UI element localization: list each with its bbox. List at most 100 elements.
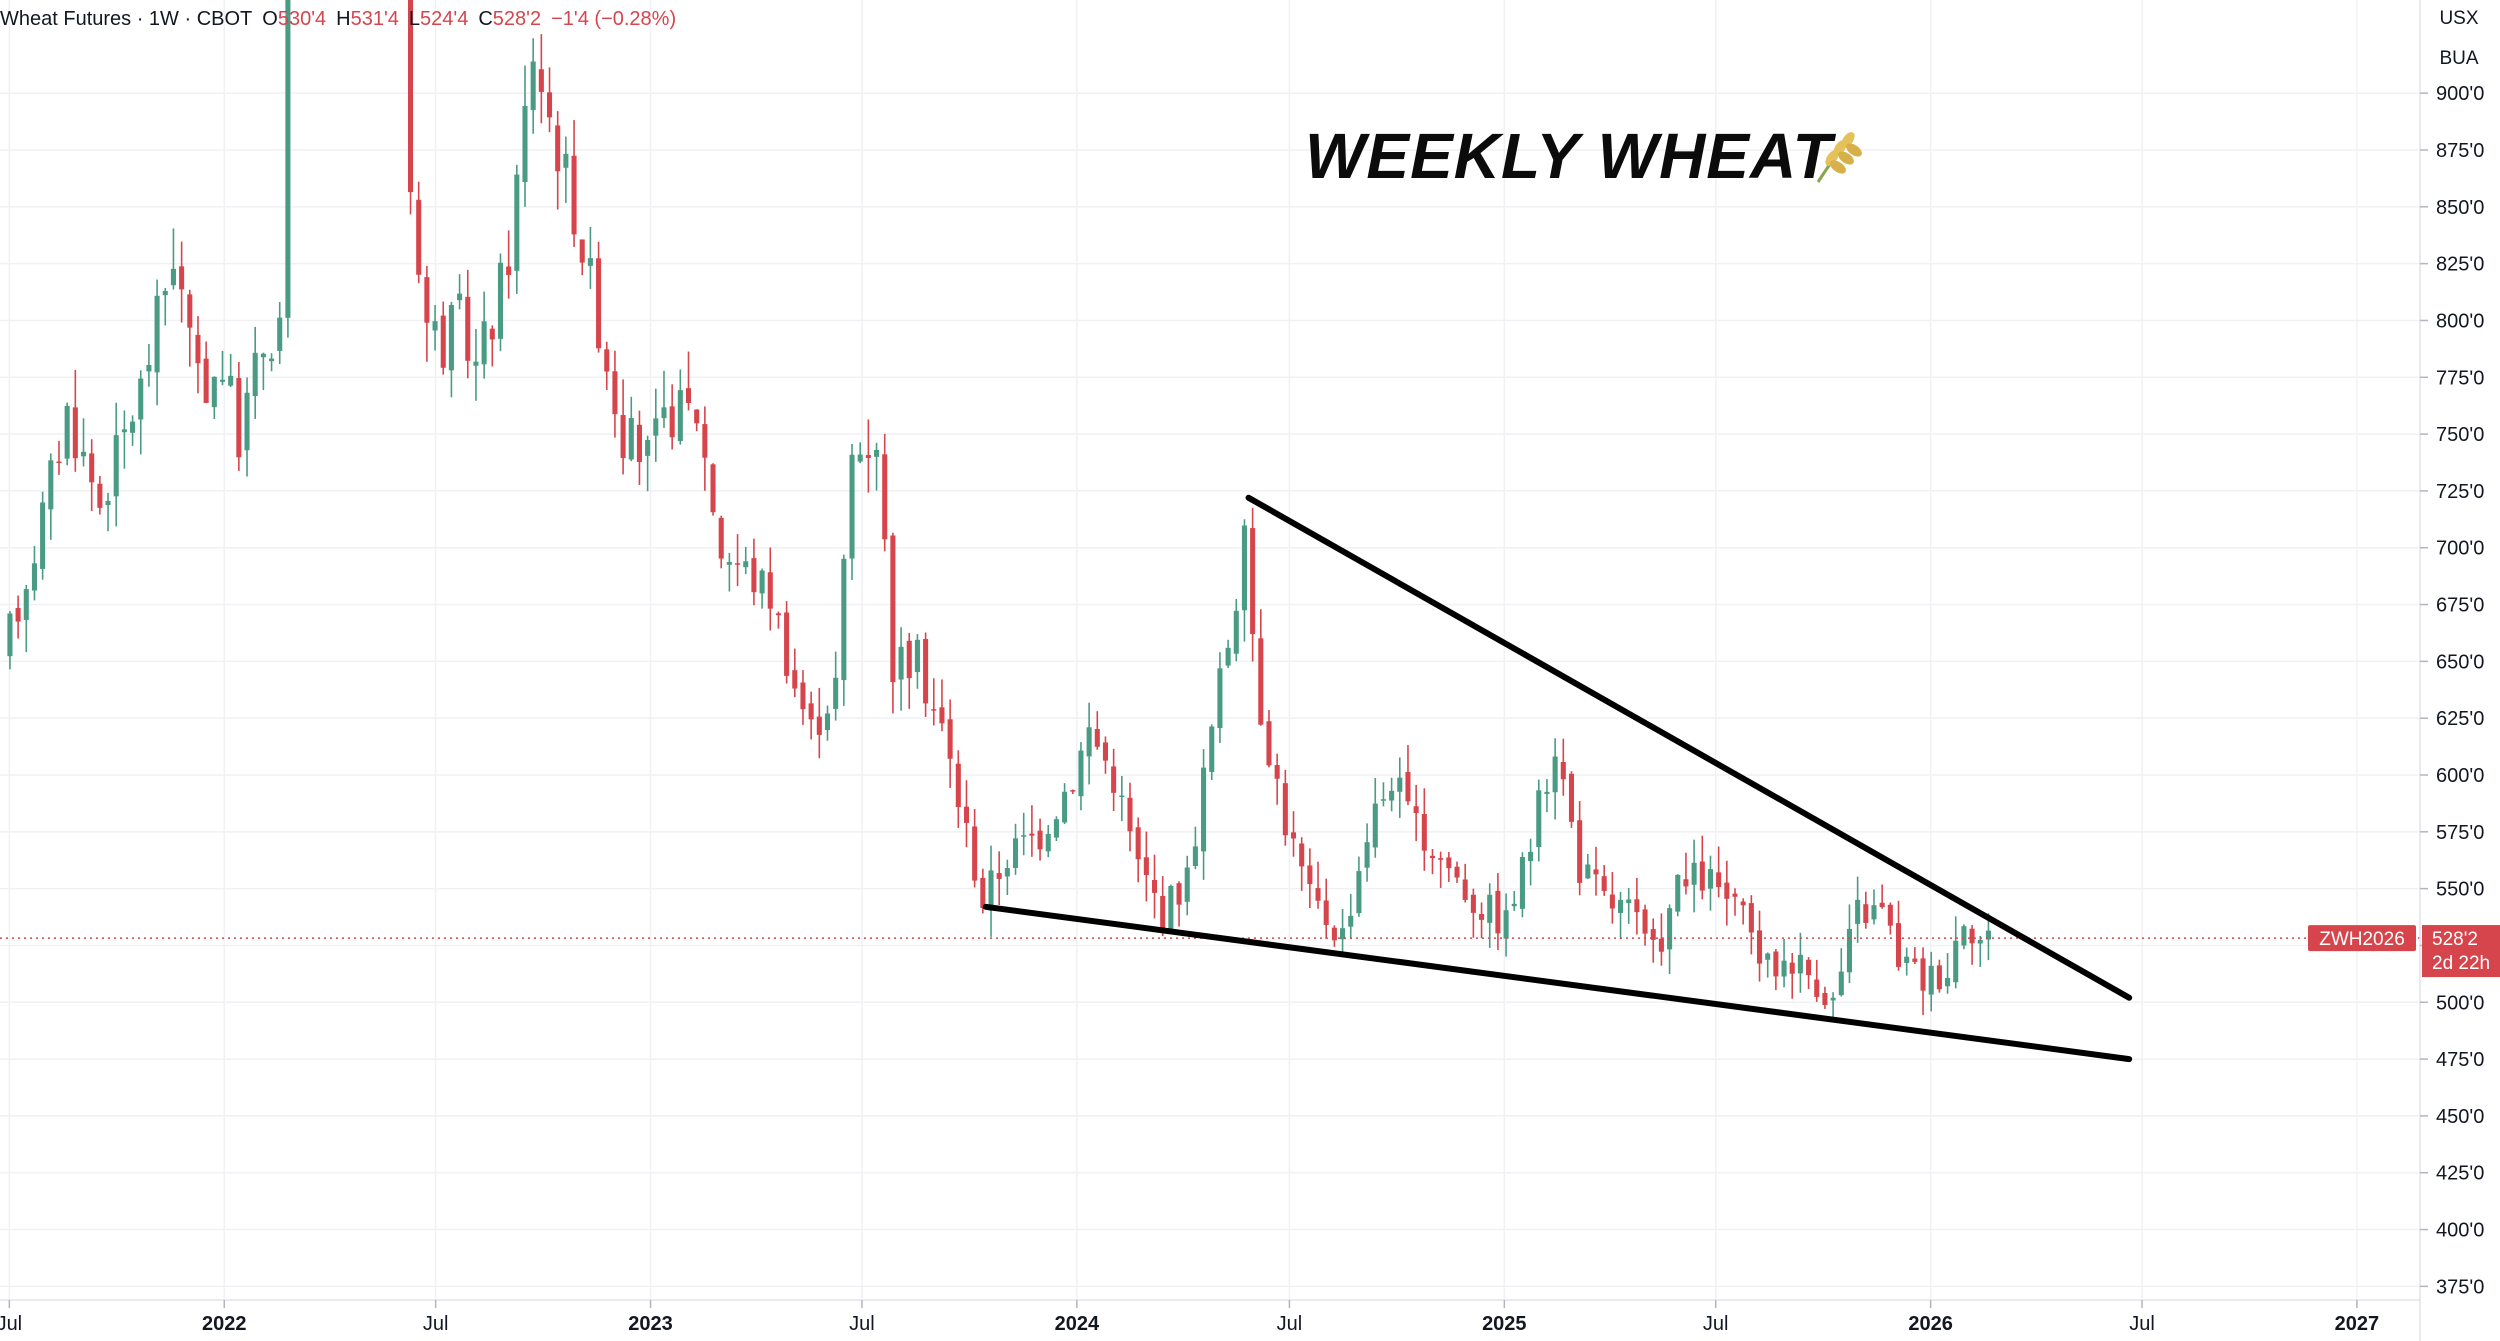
y-tick-label: 875'0 xyxy=(2436,140,2484,162)
candle xyxy=(195,316,201,394)
candle xyxy=(1634,877,1640,935)
candle-body xyxy=(522,106,528,183)
price-scale-buttons: USX BUA xyxy=(2424,2,2494,72)
candle-body xyxy=(555,125,561,172)
candle xyxy=(996,851,1002,905)
candle-body xyxy=(1053,819,1059,838)
candle xyxy=(1789,953,1795,999)
candle xyxy=(170,228,176,290)
candle xyxy=(1568,771,1575,828)
candle xyxy=(718,515,724,569)
candle-body xyxy=(31,563,37,591)
time-axis[interactable]: Jul 2022 Jul 2023 Jul 2024 Jul 2025 Jul 2026 Jul 20… xyxy=(0,1299,2420,1335)
usx-button[interactable] xyxy=(2424,2,2494,34)
candle xyxy=(890,532,896,714)
price-axis[interactable]: 375'0400'0425'0450'0475'0500'0525'0550'0… xyxy=(2419,0,2484,1341)
candle xyxy=(849,443,855,580)
candle-body xyxy=(1585,864,1591,879)
candle-body xyxy=(1806,959,1812,976)
candle-body xyxy=(1282,783,1288,836)
candle xyxy=(179,241,185,323)
trendline-upper[interactable] xyxy=(1245,494,2133,1001)
candle-body xyxy=(947,719,953,759)
candle-body xyxy=(1953,940,1959,983)
candle-body xyxy=(546,92,553,118)
x-tick-label: 2023 xyxy=(628,1313,673,1335)
candle xyxy=(1102,736,1109,774)
candle xyxy=(1895,900,1902,971)
last-price-tag: ZWH2026 528'2 2d 22h xyxy=(2308,925,2500,978)
candle-body xyxy=(1479,914,1485,920)
candle-body xyxy=(1217,668,1223,729)
candle xyxy=(923,632,929,717)
candle xyxy=(702,406,708,491)
candle-body xyxy=(1945,977,1951,987)
chart-grid xyxy=(0,0,2420,1300)
wheat-icon xyxy=(1816,132,1862,183)
y-tick-label: 375'0 xyxy=(2436,1276,2484,1298)
candle-body xyxy=(130,421,136,433)
candle-body xyxy=(1315,888,1321,901)
x-tick-label: Jul xyxy=(2129,1313,2155,1335)
candle xyxy=(931,678,937,726)
candle-body xyxy=(23,589,29,620)
candle-body xyxy=(1609,894,1615,909)
candle-body xyxy=(1977,939,1983,944)
candle-body xyxy=(571,155,577,235)
candle xyxy=(113,402,119,527)
candle xyxy=(1176,881,1182,927)
candle xyxy=(1209,724,1215,780)
candle xyxy=(277,302,283,365)
candle-body xyxy=(64,405,70,459)
candle-body xyxy=(1086,727,1092,757)
candle-body xyxy=(1855,899,1861,924)
candle xyxy=(1462,863,1468,903)
candle xyxy=(40,491,46,580)
candle-body xyxy=(465,296,471,361)
candle xyxy=(1577,801,1583,896)
candle xyxy=(1389,777,1395,812)
candle xyxy=(1282,769,1288,846)
x-tick-label: 2026 xyxy=(1908,1313,1953,1335)
candle-body xyxy=(448,304,454,371)
candle-body xyxy=(1397,777,1403,792)
candle-body xyxy=(1143,857,1149,876)
candle xyxy=(1323,878,1329,939)
candle-body xyxy=(988,870,994,911)
candle xyxy=(538,34,544,124)
trendline-lower[interactable] xyxy=(982,903,2133,1063)
bua-button-label: BUA xyxy=(2439,48,2478,69)
candle xyxy=(824,705,831,741)
candle-body xyxy=(260,353,266,358)
bua-button[interactable] xyxy=(2424,40,2494,72)
candle-body xyxy=(1176,883,1182,905)
candle xyxy=(1560,738,1566,796)
candle-body xyxy=(612,371,618,415)
candle-body xyxy=(1773,951,1779,977)
candle-body xyxy=(563,153,569,168)
high-key: H xyxy=(336,7,351,30)
candle-body xyxy=(1070,790,1076,792)
candle-body xyxy=(1830,997,1836,1001)
symbol-title[interactable]: Wheat Futures · 1W · CBOT xyxy=(0,7,253,30)
candle xyxy=(481,291,487,379)
annotation-text: WEEKLY WHEAT xyxy=(1305,120,1836,192)
candle-body xyxy=(408,0,414,193)
candle xyxy=(1053,816,1059,842)
candle xyxy=(244,377,250,477)
candle xyxy=(408,0,414,215)
candle xyxy=(1258,609,1264,726)
candle-body xyxy=(15,608,21,622)
price-tag-bg xyxy=(2422,925,2500,978)
candle-body xyxy=(1348,915,1354,927)
candle xyxy=(1830,992,1836,1020)
candle-body xyxy=(1560,762,1566,780)
candle-body xyxy=(1626,899,1632,904)
candle xyxy=(563,136,569,203)
candle xyxy=(1397,757,1403,818)
candle-body xyxy=(931,709,937,711)
symbol-legend[interactable]: Wheat Futures · 1W · CBOT O 530'4 H 531'4 … xyxy=(0,2,676,36)
candle-body xyxy=(1119,795,1125,798)
y-tick-label: 825'0 xyxy=(2436,254,2484,276)
